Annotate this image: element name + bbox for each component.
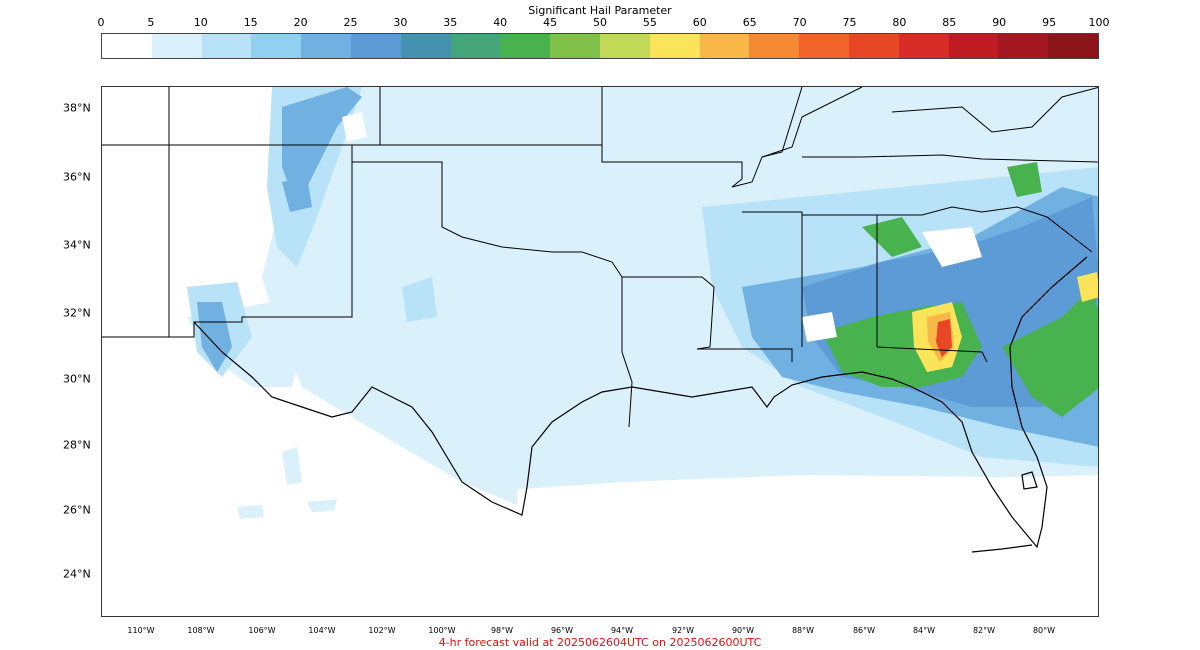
hail-field-gaps [342, 112, 1098, 616]
colorbar-segment [500, 34, 551, 58]
colorbar-segment [749, 34, 800, 58]
colorbar-tick: 25 [343, 16, 358, 29]
lon-label: 90°W [731, 626, 755, 635]
colorbar-segment [201, 34, 252, 58]
hail-field-red [936, 319, 952, 357]
colorbar-tick: 20 [293, 16, 308, 29]
lat-label: 24°N [63, 567, 91, 581]
state-borders [102, 87, 1098, 428]
colorbar-tick: 80 [892, 16, 907, 29]
map-panel [101, 86, 1099, 617]
lon-label: 94°W [610, 626, 634, 635]
colorbar-segment [998, 34, 1049, 58]
lat-label: 36°N [63, 170, 91, 184]
lon-label: 92°W [671, 626, 695, 635]
colorbar-tick: 85 [942, 16, 957, 29]
colorbar-tick: 0 [97, 16, 105, 29]
colorbar-tick: 100 [1088, 16, 1110, 29]
forecast-valid-caption: 4-hr forecast valid at 2025062604UTC on … [438, 636, 762, 649]
colorbar-title: Significant Hail Parameter [528, 4, 672, 17]
lat-label: 30°N [63, 372, 91, 386]
coastline [193, 256, 1088, 553]
colorbar-tick: 95 [1042, 16, 1057, 29]
lon-label: 110°W [127, 626, 155, 635]
colorbar-ticks: 0 5 10 15 20 25 30 35 40 45 50 55 60 65 … [97, 16, 1110, 30]
colorbar-tick: 60 [692, 16, 707, 29]
colorbar-segment [898, 34, 949, 58]
lat-label: 38°N [63, 101, 91, 115]
colorbar-tick: 15 [243, 16, 258, 29]
colorbar-segment [948, 34, 999, 58]
colorbar-segment [649, 34, 700, 58]
colorbar-tick: 50 [593, 16, 607, 29]
colorbar-segment [301, 34, 351, 58]
lon-label: 84°W [912, 626, 936, 635]
colorbar-segment [799, 34, 849, 58]
lat-label: 32°N [63, 306, 91, 320]
colorbar-tick: 70 [792, 16, 807, 29]
colorbar-segment [450, 34, 501, 58]
colorbar-segment [599, 34, 650, 58]
colorbar-segment [251, 34, 302, 58]
lon-label: 86°W [852, 626, 876, 635]
colorbar-segment [550, 34, 600, 58]
lon-label: 102°W [368, 626, 396, 635]
lon-label: 104°W [308, 626, 336, 635]
colorbar [101, 33, 1099, 59]
lon-label: 80°W [1032, 626, 1056, 635]
lat-label: 34°N [63, 238, 91, 252]
colorbar-tick: 30 [393, 16, 408, 29]
lon-label: 106°W [248, 626, 276, 635]
colorbar-tick: 10 [193, 16, 208, 29]
lat-label: 28°N [63, 438, 91, 452]
colorbar-segment [1048, 34, 1098, 58]
map-canvas [102, 87, 1098, 616]
lon-label: 100°W [428, 626, 456, 635]
lon-label: 108°W [187, 626, 215, 635]
lon-label: 82°W [972, 626, 996, 635]
colorbar-segment [400, 34, 451, 58]
colorbar-tick: 5 [147, 16, 155, 29]
colorbar-tick: 90 [992, 16, 1007, 29]
colorbar-tick: 35 [443, 16, 458, 29]
lat-label: 26°N [63, 503, 91, 517]
lon-label: 98°W [490, 626, 514, 635]
colorbar-tick: 55 [642, 16, 657, 29]
colorbar-tick: 65 [742, 16, 757, 29]
colorbar-segment [699, 34, 750, 58]
colorbar-segment [350, 34, 401, 58]
colorbar-tick: 45 [543, 16, 558, 29]
lon-label: 96°W [550, 626, 574, 635]
colorbar-segment [848, 34, 899, 58]
colorbar-tick: 40 [493, 16, 508, 29]
colorbar-tick: 75 [842, 16, 857, 29]
colorbar-segment [102, 34, 152, 58]
colorbar-segment [151, 34, 202, 58]
lon-label: 88°W [791, 626, 815, 635]
